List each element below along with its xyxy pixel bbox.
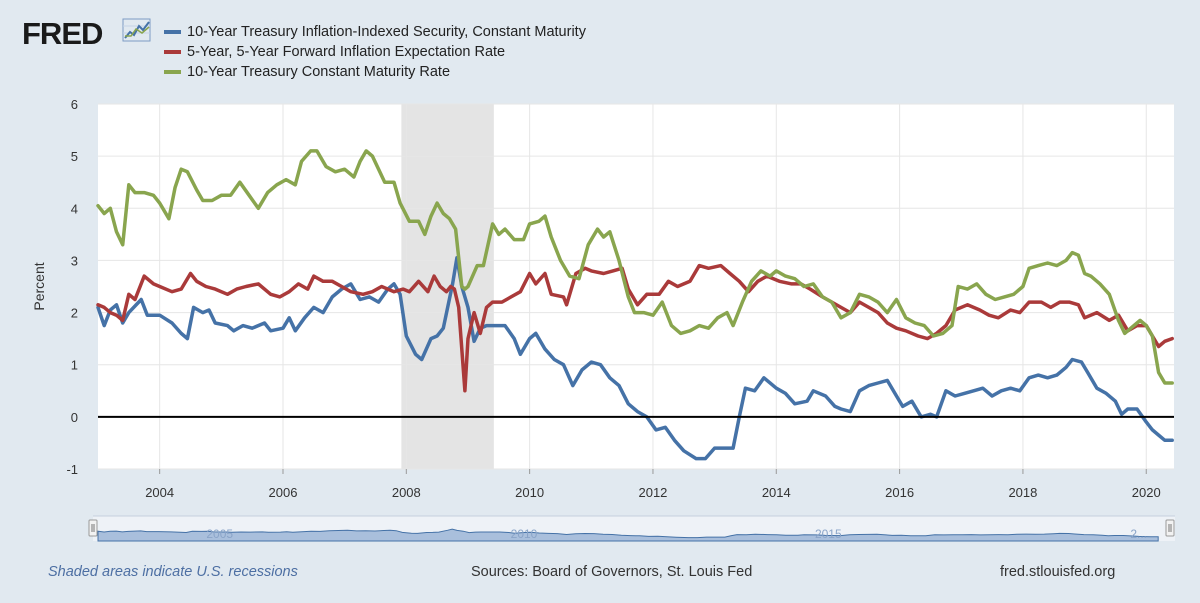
x-tick-label: 2012 — [638, 485, 667, 500]
navigator-series — [97, 528, 1159, 542]
y-axis-label: Percent — [31, 262, 47, 310]
recession-band — [401, 104, 494, 469]
navigator-label: 2010 — [511, 527, 538, 541]
series-line — [96, 149, 1174, 385]
legend-item[interactable]: 10-Year Treasury Constant Maturity Rate — [164, 62, 586, 82]
legend-label: 10-Year Treasury Constant Maturity Rate — [187, 64, 451, 80]
handle-body — [1165, 519, 1175, 537]
legend-label: 10-Year Treasury Inflation-Indexed Secur… — [187, 24, 586, 40]
y-tick-label: 0 — [71, 410, 78, 425]
source-url[interactable]: fred.stlouisfed.org — [1000, 564, 1116, 580]
legend-swatch — [164, 70, 181, 74]
x-tick-label: 2006 — [269, 485, 298, 500]
handle-body — [88, 519, 98, 537]
navigator-handle-left[interactable] — [88, 519, 98, 537]
logo-graph-icon — [122, 18, 151, 42]
fred-logo: FRED — [22, 16, 103, 51]
y-tick-label: 3 — [71, 253, 78, 268]
x-tick-label: 2014 — [762, 485, 791, 500]
x-tick-label: 2018 — [1008, 485, 1037, 500]
legend-label: 5-Year, 5-Year Forward Inflation Expecta… — [187, 44, 506, 60]
x-tick-label: 2008 — [392, 485, 421, 500]
y-tick-label: 1 — [71, 358, 78, 373]
legend-swatch — [164, 30, 181, 34]
sources-text: Sources: Board of Governors, St. Louis F… — [471, 564, 753, 580]
x-tick-label: 2004 — [145, 485, 174, 500]
y-tick-label: 2 — [71, 306, 78, 321]
y-tick-label: 4 — [71, 201, 78, 216]
y-tick-label: -1 — [66, 462, 78, 477]
navigator-handle-right[interactable] — [1165, 519, 1175, 537]
navigator-label: 2... — [1130, 527, 1147, 541]
series-line — [96, 263, 1174, 393]
y-tick-label: 5 — [71, 149, 78, 164]
navigator-label: 2005 — [206, 527, 233, 541]
x-tick-label: 2010 — [515, 485, 544, 500]
legend-swatch — [164, 50, 181, 54]
legend-item[interactable]: 10-Year Treasury Inflation-Indexed Secur… — [164, 22, 586, 42]
navigator-label: 2015 — [815, 527, 842, 541]
recession-note: Shaded areas indicate U.S. recessions — [48, 564, 298, 580]
x-tick-label: 2020 — [1132, 485, 1161, 500]
series-line — [96, 256, 1174, 461]
legend: 10-Year Treasury Inflation-Indexed Secur… — [164, 22, 586, 82]
y-tick-label: 6 — [71, 97, 78, 112]
x-tick-label: 2016 — [885, 485, 914, 500]
legend-item[interactable]: 5-Year, 5-Year Forward Inflation Expecta… — [164, 42, 586, 62]
